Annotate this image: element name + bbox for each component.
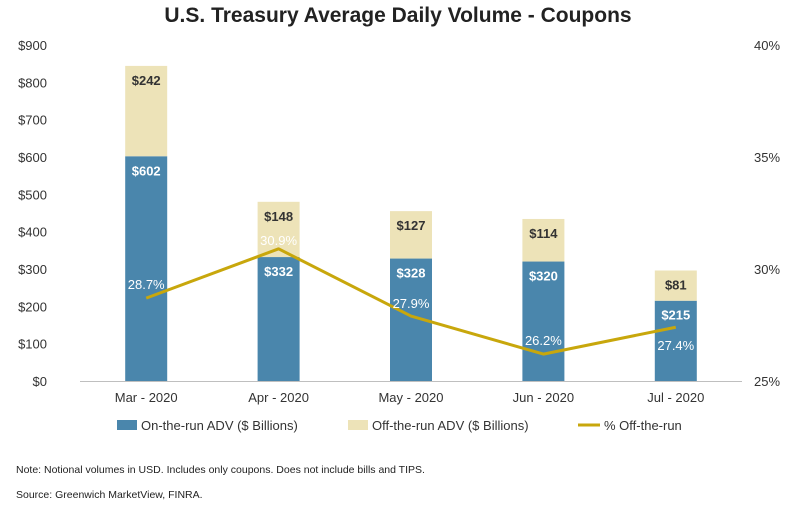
bars: $602 $242 $332 $148 $328 $127 $320 $114 $215 $81 — [125, 65, 697, 381]
y-tick-label: $100 — [18, 337, 47, 352]
x-tick-label: Apr - 2020 — [248, 390, 309, 405]
legend-label: % Off-the-run — [604, 418, 682, 433]
chart-canvas: $0 $100 $200 $300 $400 $500 $600 $700 $800 $900 25… — [18, 38, 780, 433]
data-label-off-the-run: $114 — [529, 226, 558, 241]
data-label-pct: 27.4% — [657, 338, 694, 353]
legend: On-the-run ADV ($ Billions) Off-the-run A… — [117, 418, 682, 433]
y-tick-label: $200 — [18, 299, 47, 314]
legend-swatch — [117, 420, 137, 430]
y2-tick-label: 40% — [754, 38, 780, 53]
data-label-on-the-run: $215 — [661, 308, 690, 323]
bar-off-the-run — [125, 65, 168, 157]
data-label-off-the-run: $242 — [132, 73, 161, 88]
chart-title: U.S. Treasury Average Daily Volume - Cou… — [164, 4, 632, 27]
data-label-on-the-run: $320 — [529, 269, 558, 284]
y-tick-label: $300 — [18, 262, 47, 277]
data-label-off-the-run: $81 — [665, 277, 687, 292]
bar-on-the-run — [257, 257, 300, 381]
bar-on-the-run — [654, 300, 697, 381]
x-tick-label: Jun - 2020 — [513, 390, 574, 405]
data-label-pct: 27.9% — [393, 296, 430, 311]
y-tick-label: $500 — [18, 187, 47, 202]
source-note: Source: Greenwich MarketView, FINRA. — [16, 489, 203, 501]
bar-off-the-run — [654, 270, 697, 301]
axes: $0 $100 $200 $300 $400 $500 $600 $700 $800 $900 25… — [18, 38, 780, 405]
y-tick-label: $800 — [18, 75, 47, 90]
data-label-on-the-run: $328 — [397, 266, 426, 281]
data-label-off-the-run: $148 — [264, 209, 293, 224]
data-label-pct: 26.2% — [525, 333, 562, 348]
data-label-off-the-run: $127 — [397, 218, 426, 233]
y-tick-label: $900 — [18, 38, 47, 53]
data-label-on-the-run: $602 — [132, 163, 161, 178]
y2-tick-label: 30% — [754, 262, 780, 277]
data-label-pct: 28.7% — [128, 277, 165, 292]
x-tick-label: May - 2020 — [378, 390, 443, 405]
legend-swatch — [348, 420, 368, 430]
y-tick-label: $700 — [18, 113, 47, 128]
bar-off-the-run — [390, 211, 432, 259]
y-tick-label: $600 — [18, 150, 47, 165]
data-label-on-the-run: $332 — [264, 264, 293, 279]
y-tick-label: $400 — [18, 225, 47, 240]
line-series: 28.7% 30.9% 27.9% 26.2% 27.4% — [128, 233, 695, 356]
legend-label: Off-the-run ADV ($ Billions) — [372, 418, 529, 433]
data-label-pct: 30.9% — [260, 233, 297, 248]
legend-label: On-the-run ADV ($ Billions) — [141, 418, 298, 433]
y-tick-label: $0 — [33, 374, 47, 389]
y2-tick-label: 35% — [754, 150, 780, 165]
line-off-the-run-pct — [145, 247, 677, 356]
footnote: Note: Notional volumes in USD. Includes … — [16, 464, 425, 476]
bar-off-the-run — [522, 218, 565, 262]
x-tick-label: Jul - 2020 — [647, 390, 704, 405]
bar-on-the-run — [125, 156, 168, 381]
x-tick-label: Mar - 2020 — [115, 390, 178, 405]
y2-tick-label: 25% — [754, 374, 780, 389]
bar-on-the-run — [522, 261, 565, 381]
